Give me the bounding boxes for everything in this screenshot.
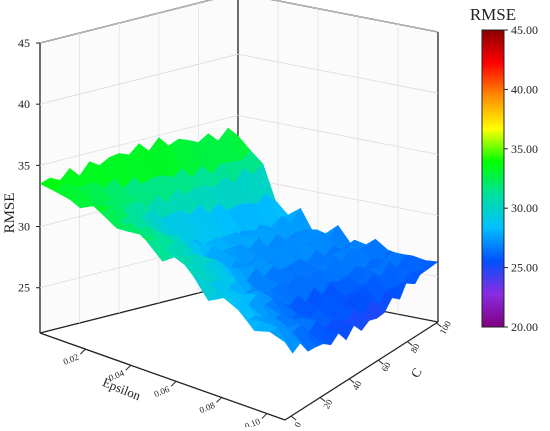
eps-tick xyxy=(216,397,222,403)
colorbar-title: RMSE xyxy=(470,5,516,24)
c-tick xyxy=(290,415,297,421)
c-tick xyxy=(378,359,384,365)
c-tick xyxy=(436,322,442,328)
z-grid-line xyxy=(237,53,439,94)
colorbar-label: 25.00 xyxy=(511,261,538,275)
eps-tick xyxy=(125,364,132,371)
c-tick-label: 100 xyxy=(438,319,454,336)
z-tick-label: 25 xyxy=(18,281,30,295)
c-tick-label: 60 xyxy=(379,360,392,373)
colorbar-label: 45.00 xyxy=(511,23,538,37)
c-tick xyxy=(348,378,355,384)
eps-tick xyxy=(80,348,86,355)
z-grid-line xyxy=(271,0,439,33)
eps-tick xyxy=(170,380,177,387)
axis-line xyxy=(284,321,439,421)
z-grid-line xyxy=(237,176,439,216)
c-tick-label: 80 xyxy=(408,341,421,354)
z-tick-label: 35 xyxy=(18,158,30,172)
y-axis-title: C xyxy=(407,365,424,380)
z-axis-title: RMSE xyxy=(2,193,18,234)
c-tick-label: 20 xyxy=(321,397,334,410)
colorbar-label: 30.00 xyxy=(511,201,538,215)
eps-tick-label: 0.02 xyxy=(62,352,80,367)
colorbar-label: 20.00 xyxy=(511,320,538,334)
z-grid-line xyxy=(39,53,239,105)
colorbar-gradient xyxy=(481,29,505,328)
c-tick xyxy=(407,341,413,346)
z-grid-line xyxy=(39,114,239,166)
axis-line xyxy=(39,332,286,421)
z-grid-line xyxy=(39,0,212,44)
eps-tick xyxy=(261,413,268,419)
c-tick-label: 40 xyxy=(350,379,363,392)
eps-tick-label: 0.10 xyxy=(243,416,262,427)
surface-mesh xyxy=(39,127,439,354)
c-tick xyxy=(319,397,326,402)
x-axis-title: Epsilon xyxy=(100,374,143,403)
z-tick-label: 30 xyxy=(18,220,30,234)
z-tick-label: 45 xyxy=(18,36,30,50)
eps-tick-label: 0.08 xyxy=(198,400,217,415)
z-tick-label: 40 xyxy=(18,97,30,111)
surface-facet xyxy=(269,327,293,354)
colorbar-label: 40.00 xyxy=(511,82,538,96)
c-tick-label: 0 xyxy=(292,420,303,427)
colorbar-label: 35.00 xyxy=(511,142,538,156)
eps-tick-label: 0.06 xyxy=(153,384,172,399)
z-grid-line xyxy=(237,114,439,155)
